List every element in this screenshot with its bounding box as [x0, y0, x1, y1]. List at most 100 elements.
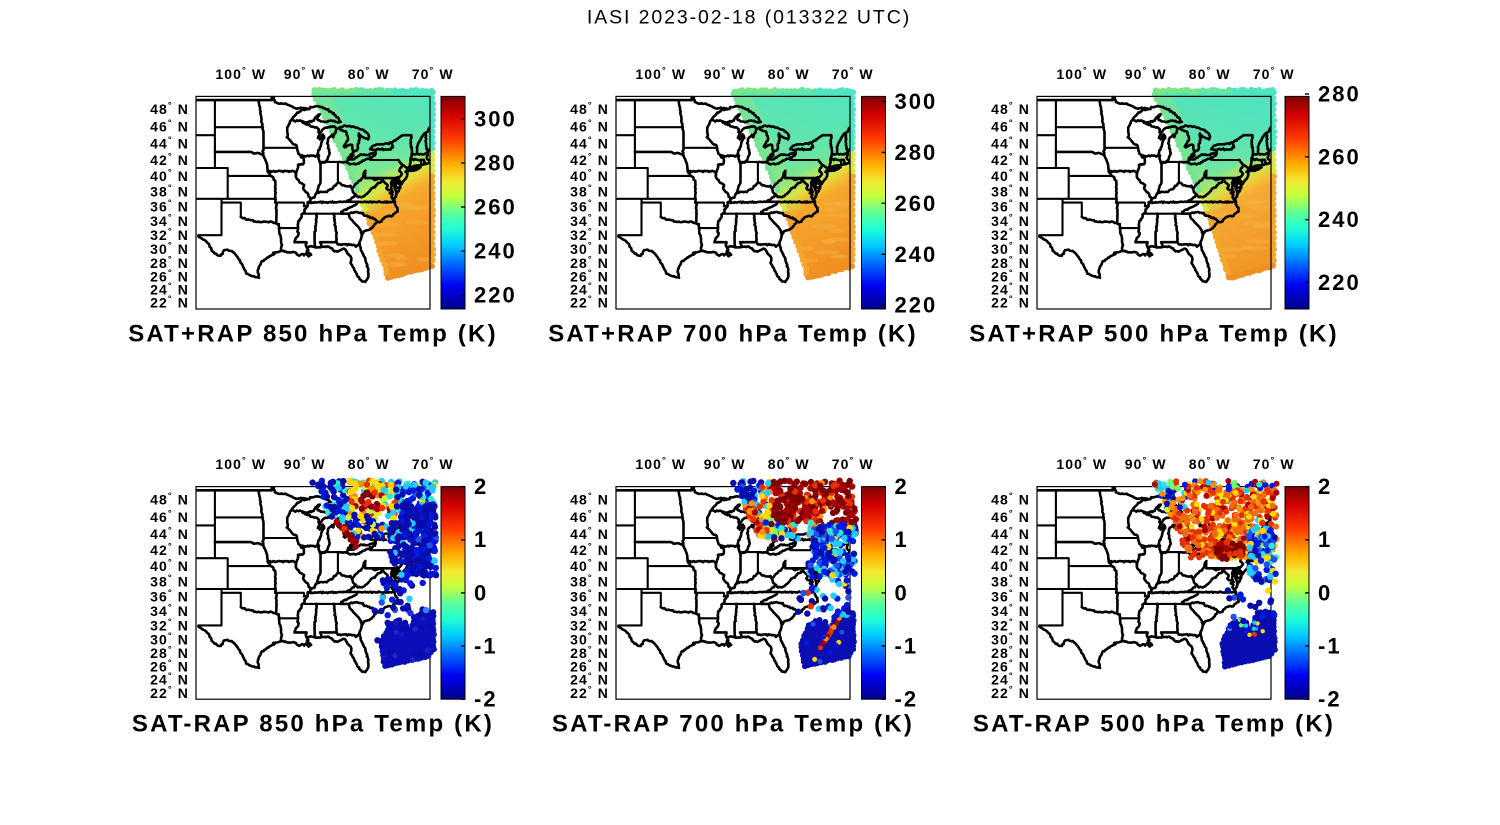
- svg-text:220: 220: [474, 283, 517, 308]
- svg-text:100° W: 100° W: [635, 455, 686, 472]
- svg-text:26° N: 26° N: [570, 267, 609, 284]
- svg-text:48° N: 48° N: [150, 100, 189, 117]
- svg-text:70° W: 70° W: [832, 65, 874, 82]
- svg-text:32° N: 32° N: [150, 226, 189, 243]
- svg-text:IASI 2023-02-18 (013322 UTC): IASI 2023-02-18 (013322 UTC): [587, 7, 911, 29]
- svg-text:38° N: 38° N: [570, 573, 609, 590]
- svg-text:80° W: 80° W: [768, 65, 810, 82]
- svg-text:30° N: 30° N: [570, 240, 609, 257]
- svg-text:36° N: 36° N: [570, 588, 609, 605]
- svg-text:0: 0: [474, 580, 488, 605]
- svg-text:46° N: 46° N: [991, 508, 1030, 525]
- svg-text:46° N: 46° N: [150, 508, 189, 525]
- svg-text:80° W: 80° W: [768, 455, 810, 472]
- svg-text:36° N: 36° N: [570, 197, 609, 214]
- svg-text:240: 240: [1318, 207, 1361, 232]
- svg-text:48° N: 48° N: [991, 490, 1030, 507]
- svg-text:SAT-RAP 500 hPa Temp (K): SAT-RAP 500 hPa Temp (K): [973, 711, 1335, 738]
- svg-text:240: 240: [895, 242, 938, 267]
- svg-text:46° N: 46° N: [150, 118, 189, 135]
- svg-text:24° N: 24° N: [570, 281, 609, 298]
- svg-text:0: 0: [895, 580, 909, 605]
- svg-text:44° N: 44° N: [991, 525, 1030, 542]
- svg-text:24° N: 24° N: [991, 281, 1030, 298]
- svg-text:24° N: 24° N: [150, 281, 189, 298]
- svg-text:26° N: 26° N: [150, 658, 189, 675]
- svg-text:32° N: 32° N: [570, 226, 609, 243]
- svg-text:42° N: 42° N: [991, 151, 1030, 168]
- svg-text:80° W: 80° W: [1189, 65, 1231, 82]
- svg-text:40° N: 40° N: [991, 557, 1030, 574]
- svg-text:48° N: 48° N: [150, 490, 189, 507]
- svg-text:280: 280: [474, 150, 517, 175]
- svg-text:26° N: 26° N: [991, 658, 1030, 675]
- svg-text:-1: -1: [895, 634, 919, 659]
- svg-text:22° N: 22° N: [150, 684, 189, 701]
- svg-text:2: 2: [1318, 474, 1332, 499]
- svg-text:90° W: 90° W: [704, 65, 746, 82]
- svg-text:70° W: 70° W: [412, 65, 454, 82]
- svg-text:2: 2: [895, 474, 909, 499]
- svg-text:90° W: 90° W: [704, 455, 746, 472]
- svg-text:280: 280: [895, 140, 938, 165]
- svg-text:38° N: 38° N: [150, 573, 189, 590]
- svg-text:34° N: 34° N: [150, 602, 189, 619]
- svg-text:38° N: 38° N: [991, 182, 1030, 199]
- svg-text:24° N: 24° N: [991, 671, 1030, 688]
- svg-text:30° N: 30° N: [991, 240, 1030, 257]
- svg-text:260: 260: [474, 195, 517, 220]
- svg-text:34° N: 34° N: [991, 212, 1030, 229]
- svg-text:28° N: 28° N: [150, 254, 189, 271]
- svg-text:40° N: 40° N: [150, 557, 189, 574]
- svg-text:30° N: 30° N: [991, 630, 1030, 647]
- svg-text:22° N: 22° N: [150, 294, 189, 311]
- svg-text:24° N: 24° N: [570, 671, 609, 688]
- svg-text:48° N: 48° N: [570, 490, 609, 507]
- svg-text:22° N: 22° N: [570, 294, 609, 311]
- svg-text:100° W: 100° W: [215, 455, 266, 472]
- svg-text:44° N: 44° N: [150, 135, 189, 152]
- svg-text:SAT-RAP 850 hPa Temp (K): SAT-RAP 850 hPa Temp (K): [132, 711, 494, 738]
- svg-text:42° N: 42° N: [570, 151, 609, 168]
- svg-text:46° N: 46° N: [570, 508, 609, 525]
- svg-text:32° N: 32° N: [991, 616, 1030, 633]
- svg-text:-1: -1: [1318, 634, 1342, 659]
- svg-text:90° W: 90° W: [284, 65, 326, 82]
- svg-text:36° N: 36° N: [150, 588, 189, 605]
- svg-text:90° W: 90° W: [1125, 65, 1167, 82]
- svg-text:220: 220: [1318, 270, 1361, 295]
- svg-text:32° N: 32° N: [150, 616, 189, 633]
- svg-text:38° N: 38° N: [150, 182, 189, 199]
- svg-text:220: 220: [895, 293, 938, 318]
- svg-text:42° N: 42° N: [570, 541, 609, 558]
- svg-text:42° N: 42° N: [991, 541, 1030, 558]
- svg-text:100° W: 100° W: [1056, 455, 1107, 472]
- svg-text:-2: -2: [1318, 687, 1342, 712]
- svg-text:-2: -2: [474, 687, 498, 712]
- svg-text:44° N: 44° N: [570, 525, 609, 542]
- svg-text:44° N: 44° N: [150, 525, 189, 542]
- svg-text:SAT+RAP 700 hPa Temp (K): SAT+RAP 700 hPa Temp (K): [548, 321, 918, 348]
- svg-text:48° N: 48° N: [570, 100, 609, 117]
- svg-text:28° N: 28° N: [991, 254, 1030, 271]
- svg-text:70° W: 70° W: [412, 455, 454, 472]
- svg-text:70° W: 70° W: [1253, 65, 1295, 82]
- svg-text:-1: -1: [474, 634, 498, 659]
- svg-text:70° W: 70° W: [1253, 455, 1295, 472]
- svg-text:34° N: 34° N: [570, 212, 609, 229]
- svg-text:100° W: 100° W: [215, 65, 266, 82]
- svg-text:38° N: 38° N: [991, 573, 1030, 590]
- svg-text:34° N: 34° N: [570, 602, 609, 619]
- svg-text:32° N: 32° N: [991, 226, 1030, 243]
- svg-text:40° N: 40° N: [991, 167, 1030, 184]
- svg-text:26° N: 26° N: [150, 267, 189, 284]
- svg-text:36° N: 36° N: [150, 197, 189, 214]
- svg-text:26° N: 26° N: [991, 267, 1030, 284]
- svg-text:240: 240: [474, 239, 517, 264]
- svg-text:46° N: 46° N: [570, 118, 609, 135]
- svg-text:SAT+RAP 850 hPa Temp (K): SAT+RAP 850 hPa Temp (K): [128, 321, 498, 348]
- svg-text:28° N: 28° N: [570, 254, 609, 271]
- svg-text:100° W: 100° W: [635, 65, 686, 82]
- svg-text:90° W: 90° W: [284, 455, 326, 472]
- svg-text:22° N: 22° N: [991, 684, 1030, 701]
